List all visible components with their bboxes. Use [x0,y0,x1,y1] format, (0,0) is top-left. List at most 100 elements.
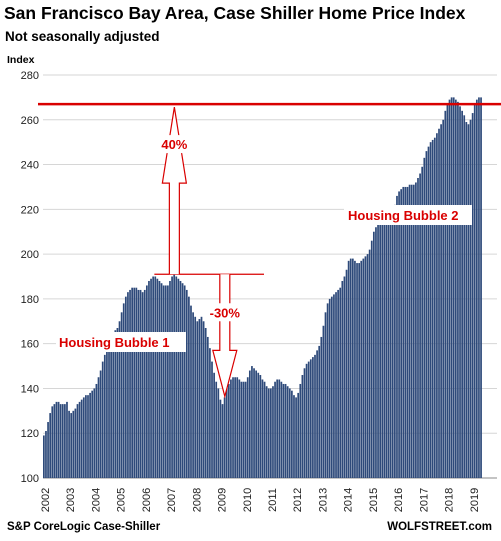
bar [59,404,62,478]
bar [318,345,321,478]
bar [108,341,110,478]
bar [297,392,300,478]
x-tick-label: 2004 [90,488,102,512]
bar [248,370,251,478]
bar [263,381,266,478]
bar [120,312,123,478]
bar [85,395,87,478]
bar [410,184,413,478]
bar [387,216,390,479]
bar [169,280,171,478]
bar [164,285,167,478]
bar [475,99,478,478]
bar [72,410,75,478]
upside-percent-label: 40% [161,137,187,152]
x-tick-label: 2013 [317,488,329,512]
bar [122,303,125,478]
bar [236,377,239,478]
bar [154,276,157,478]
bar [469,119,472,478]
bar [421,166,424,479]
bar [167,285,169,478]
bar [255,370,258,478]
bar [91,390,94,478]
bar [259,375,262,478]
bar [124,296,127,478]
bar [288,388,291,478]
bar [202,321,205,478]
bar [110,336,112,478]
bar [328,298,331,478]
bar [137,289,140,478]
bar [45,430,47,478]
bar [307,361,310,478]
y-tick-label: 220 [21,204,39,216]
bar [322,325,325,478]
bar [362,258,365,478]
bar [383,220,386,478]
bar [438,128,440,479]
bar [282,383,285,478]
bar [396,195,398,478]
bar [473,104,476,479]
bar [478,97,480,478]
y-tick-label: 140 [21,383,39,395]
bar [360,260,363,478]
bar [394,204,396,479]
chart-subtitle: Not seasonally adjusted [5,29,160,44]
bar [160,283,163,478]
bar [324,312,327,478]
bar [463,115,466,479]
bar [89,392,91,478]
bar [150,278,152,478]
bar [459,106,461,478]
bar [309,359,312,478]
bar [185,289,188,478]
bar [345,269,348,478]
bar [425,151,428,478]
bar [286,386,289,478]
bar [364,256,367,478]
bar [223,397,226,478]
bar [370,240,373,478]
x-tick-label: 2003 [65,488,77,512]
y-tick-label: 260 [21,115,39,127]
y-tick-label: 160 [21,339,39,351]
y-axis-label: Index [7,54,35,66]
bar [316,350,318,478]
bar [467,124,470,478]
bar [183,285,186,478]
y-tick-label: 180 [21,294,39,306]
bar [221,404,224,478]
brand-credit: WOLFSTREET.com [387,521,492,533]
bar [356,263,358,478]
bar [80,399,83,478]
bar [227,383,230,478]
bar [76,404,79,478]
bar [465,122,468,479]
bar [427,146,430,478]
bar [299,383,302,478]
bar [446,104,449,479]
decline-percent-label: -30% [210,305,241,320]
bar [330,296,333,478]
y-tick-label: 240 [21,160,39,172]
bar [106,348,108,478]
bar [454,99,457,478]
bar [274,381,276,478]
up-arrow [161,107,188,275]
bar [257,372,260,478]
bar [87,395,89,478]
bar [251,366,253,478]
down-arrow [212,274,238,399]
y-tick-label: 280 [21,70,39,82]
bar [270,388,272,478]
bar [99,370,102,478]
x-tick-label: 2002 [40,488,52,512]
bar [225,388,228,478]
bar [391,209,394,478]
bar [118,321,121,478]
bar [385,218,388,479]
bar [440,124,442,478]
